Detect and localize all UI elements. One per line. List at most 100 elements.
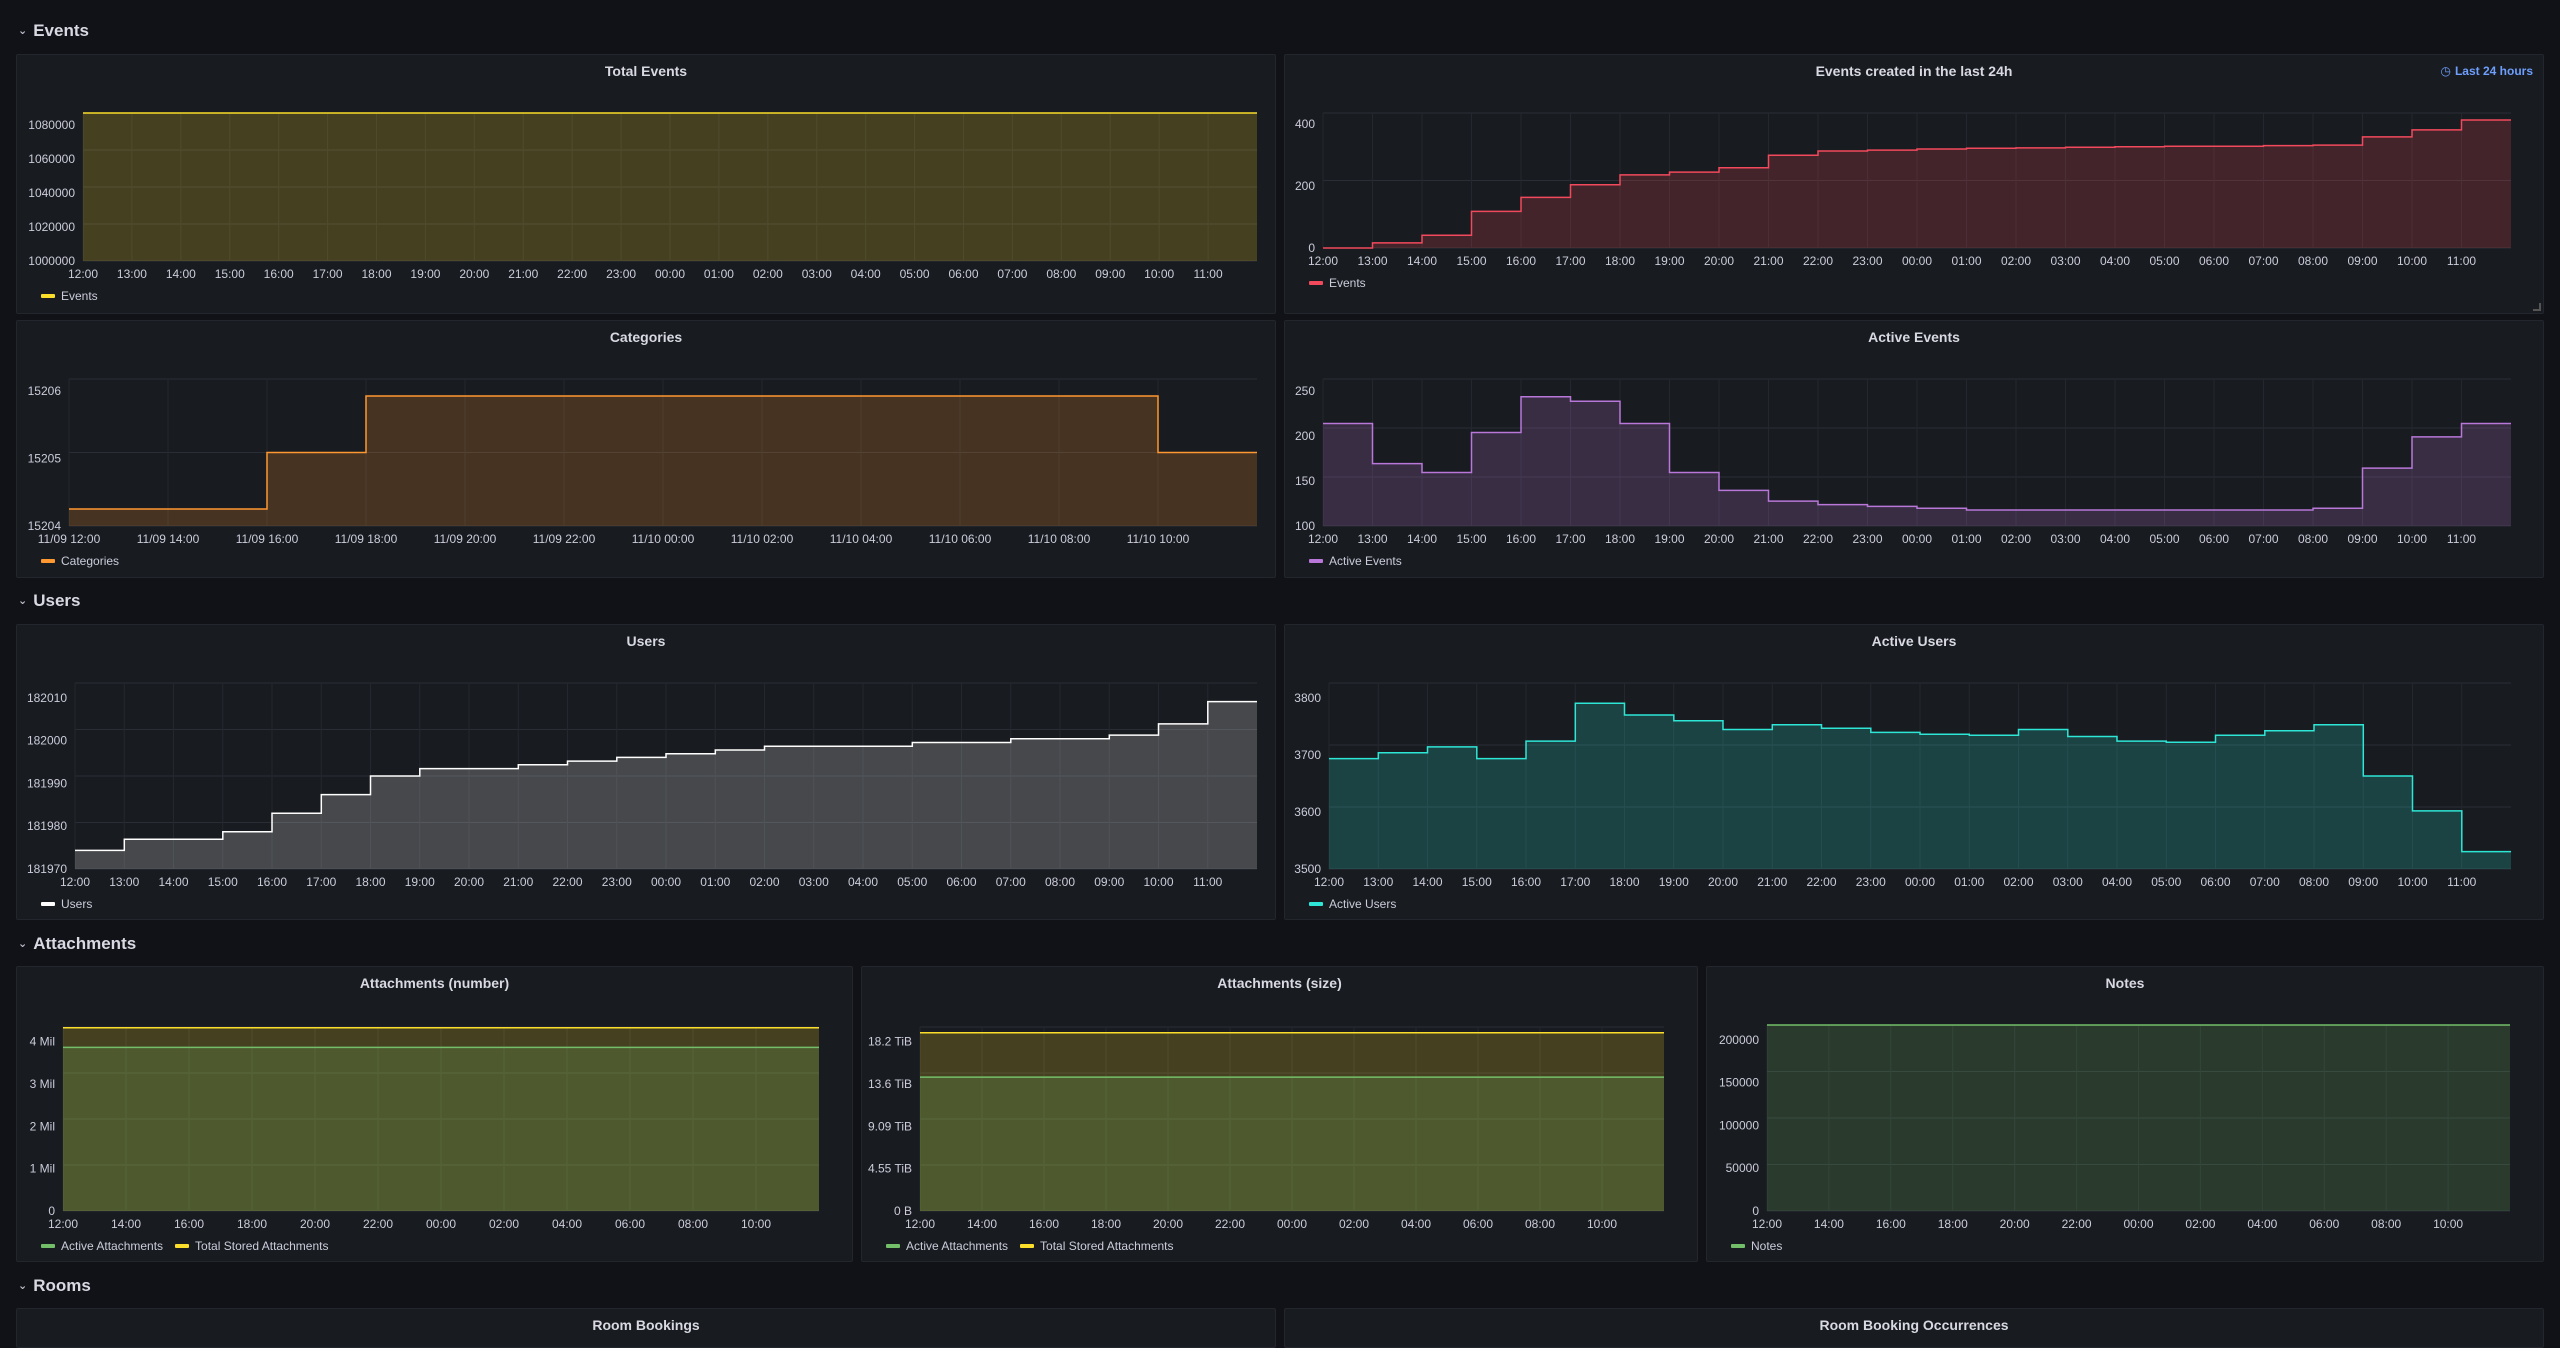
y-tick-label: 3 Mil <box>30 1077 55 1091</box>
panel-title: Users <box>626 633 666 649</box>
legend-item[interactable]: Events <box>1309 276 1366 290</box>
x-tick-label: 09:00 <box>1095 267 1125 281</box>
x-tick-label: 14:00 <box>111 1217 141 1231</box>
time-range-badge[interactable]: ◷ Last 24 hours <box>2440 64 2533 78</box>
legend-item[interactable]: Events <box>41 289 98 303</box>
panel-active-users[interactable]: Active Users 3500 3600 3700 3800 12:00 13:00 1… <box>1284 624 2544 920</box>
x-tick-label: 14:00 <box>967 1217 997 1231</box>
x-tick-label: 21:00 <box>1757 875 1787 889</box>
x-tick-label: 14:00 <box>1407 254 1437 268</box>
row-header-users[interactable]: ⌄ Users <box>18 586 80 616</box>
chart-svg: 15204 15205 15206 11/09 12:00 11/09 14:00 11/… <box>28 378 1257 546</box>
x-tick-label: 14:00 <box>158 875 188 889</box>
panel-attachments-number[interactable]: Attachments (number) 0 1 Mil 2 Mil 3 Mil 4 M… <box>16 966 853 1262</box>
legend-item[interactable]: Active Users <box>1309 897 1396 911</box>
x-tick-label: 08:00 <box>2298 532 2328 546</box>
x-tick-label: 04:00 <box>2102 875 2132 889</box>
x-tick-label: 01:00 <box>1951 254 1981 268</box>
y-tick-label: 1040000 <box>28 186 75 200</box>
x-tick-label: 20:00 <box>300 1217 330 1231</box>
x-tick-label: 05:00 <box>2151 875 2181 889</box>
legend-label: Active Attachments <box>906 1239 1009 1253</box>
x-tick-label: 11/10 10:00 <box>1127 532 1190 546</box>
x-tick-label: 14:00 <box>166 267 196 281</box>
x-tick-label: 07:00 <box>2250 875 2280 889</box>
x-tick-label: 19:00 <box>1659 875 1689 889</box>
panel-title: Active Events <box>1868 329 1960 345</box>
x-tick-label: 05:00 <box>2149 532 2179 546</box>
y-tick-label: 182000 <box>27 734 67 748</box>
x-tick-label: 13:00 <box>117 267 147 281</box>
panel-events-24h[interactable]: Events created in the last 24h ◷ Last 24… <box>1284 54 2544 314</box>
clock-icon: ◷ <box>2440 64 2451 78</box>
row-title: Users <box>33 591 81 610</box>
legend-item[interactable]: Active Events <box>1309 554 1402 568</box>
x-tick-label: 20:00 <box>1704 532 1734 546</box>
x-tick-label: 11/09 16:00 <box>236 532 299 546</box>
y-tick-label: 50000 <box>1726 1161 1760 1175</box>
x-tick-label: 09:00 <box>2347 532 2377 546</box>
x-tick-label: 01:00 <box>700 875 730 889</box>
x-tick-label: 02:00 <box>2001 532 2031 546</box>
x-tick-label: 13:00 <box>1363 875 1393 889</box>
resize-handle-icon[interactable] <box>2533 303 2541 311</box>
legend-item[interactable]: Total Stored Attachments <box>175 1239 328 1253</box>
legend-item[interactable]: Categories <box>41 554 119 568</box>
panel-title: Active Users <box>1871 633 1957 649</box>
x-tick-label: 02:00 <box>2185 1217 2215 1231</box>
row-header-events[interactable]: ⌄ Events <box>18 16 89 46</box>
x-tick-label: 10:00 <box>741 1217 771 1231</box>
legend: Categories <box>41 554 119 568</box>
y-tick-label: 0 <box>1308 241 1315 255</box>
x-tick-label: 16:00 <box>1511 875 1541 889</box>
legend-label: Active Users <box>1329 897 1397 911</box>
x-tick-label: 22:00 <box>552 875 582 889</box>
x-tick-label: 10:00 <box>1587 1217 1617 1231</box>
series-area <box>1329 703 2511 869</box>
legend-swatch <box>1731 1244 1745 1248</box>
legend-item[interactable]: Notes <box>1731 1239 1782 1253</box>
time-range-label: Last 24 hours <box>2454 64 2533 78</box>
x-tick-label: 12:00 <box>60 875 90 889</box>
x-tick-label: 11/10 08:00 <box>1028 532 1091 546</box>
legend-swatch <box>41 902 55 906</box>
x-tick-label: 00:00 <box>1902 532 1932 546</box>
y-tick-label: 15205 <box>28 451 62 465</box>
x-tick-label: 01:00 <box>1954 875 1984 889</box>
legend-item[interactable]: Active Attachments <box>41 1239 163 1253</box>
y-tick-label: 4.55 TiB <box>868 1162 912 1176</box>
legend-item[interactable]: Users <box>41 897 92 911</box>
row-header-attachments[interactable]: ⌄ Attachments <box>18 929 136 959</box>
panel-total-events[interactable]: Total Events 1000000 1020000 1040000 106000… <box>16 54 1276 314</box>
y-tick-label: 0 <box>1752 1204 1759 1218</box>
panel-attachments-size[interactable]: Attachments (size) 0 B 4.55 TiB 9.09 TiB 13… <box>861 966 1698 1262</box>
chart-svg: 0 1 Mil 2 Mil 3 Mil 4 Mil 12:00 14:00 16:00 18:0… <box>30 1026 819 1231</box>
panel-notes[interactable]: Notes 0 50000 100000 150000 200000 12:00 14:00… <box>1706 966 2544 1262</box>
x-tick-label: 12:00 <box>1752 1217 1782 1231</box>
row-header-rooms[interactable]: ⌄ Rooms <box>18 1271 91 1301</box>
panel-room-booking-occurrences[interactable]: Room Booking Occurrences <box>1284 1308 2544 1348</box>
legend: Active Events <box>1309 554 1402 568</box>
chart-svg: 181970 181980 181990 182000 182010 12:00 13:00… <box>27 682 1257 889</box>
x-tick-label: 17:00 <box>1560 875 1590 889</box>
chevron-down-icon: ⌄ <box>18 594 28 607</box>
x-tick-label: 12:00 <box>48 1217 78 1231</box>
x-tick-label: 10:00 <box>2397 875 2427 889</box>
panel-room-bookings[interactable]: Room Bookings <box>16 1308 1276 1348</box>
panel-categories[interactable]: Categories 15204 15205 15206 11/09 12:00 11/… <box>16 320 1276 578</box>
x-tick-label: 11:00 <box>2447 532 2476 546</box>
x-tick-label: 00:00 <box>2123 1217 2153 1231</box>
legend-item[interactable]: Total Stored Attachments <box>1020 1239 1173 1253</box>
x-tick-label: 20:00 <box>1708 875 1738 889</box>
x-tick-label: 03:00 <box>799 875 829 889</box>
x-tick-label: 03:00 <box>2053 875 2083 889</box>
panel-users[interactable]: Users 181970 181980 181990 182000 182010 12:0… <box>16 624 1276 920</box>
x-tick-label: 02:00 <box>1339 1217 1369 1231</box>
legend-item[interactable]: Active Attachments <box>886 1239 1008 1253</box>
x-tick-label: 16:00 <box>1506 254 1536 268</box>
series-area <box>75 701 1257 869</box>
panel-active-events[interactable]: Active Events 100 150 200 250 12:00 13:00 14:0… <box>1284 320 2544 578</box>
x-tick-label: 10:00 <box>1144 267 1174 281</box>
y-tick-label: 1060000 <box>28 152 75 166</box>
legend-swatch <box>1309 281 1323 285</box>
